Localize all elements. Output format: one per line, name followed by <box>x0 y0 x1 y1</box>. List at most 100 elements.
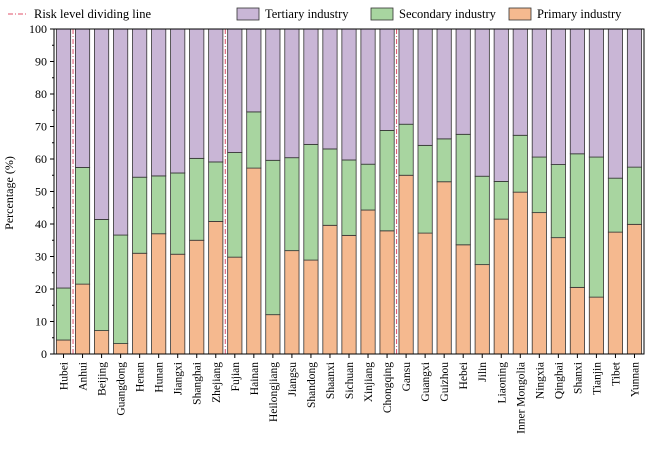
bar-hunan-secondary-industry <box>151 175 167 235</box>
bar-heilongjiang-tertiary-industry <box>265 28 281 161</box>
bar-beijing-primary-industry <box>94 330 110 355</box>
bar-hebei-secondary-industry <box>455 133 471 246</box>
bar-qinghai-secondary-industry <box>550 164 566 239</box>
bar-inner-mongolia-primary-industry <box>512 191 528 355</box>
y-tick-label: 90 <box>35 55 47 69</box>
x-label-shanxi: Shanxi <box>572 362 584 394</box>
bar-shanxi-secondary-industry <box>569 153 585 288</box>
bar-xinjiang-primary-industry <box>360 209 376 355</box>
bar-guangxi-primary-industry <box>417 232 433 355</box>
bar-sichuan-primary-industry <box>341 234 357 355</box>
y-tick-label: 40 <box>35 217 47 231</box>
bar-shaanxi-tertiary-industry <box>322 28 338 150</box>
x-label-guizhou: Guizhou <box>439 362 451 402</box>
bar-yunnan-secondary-industry <box>626 166 643 225</box>
bar-guizhou-primary-industry <box>436 181 452 355</box>
bar-jiangxi-tertiary-industry <box>170 28 186 174</box>
bar-hainan-secondary-industry <box>246 111 262 169</box>
bar-tianjin-secondary-industry <box>588 156 604 298</box>
bar-shanghai-primary-industry <box>189 239 205 355</box>
x-label-guangxi: Guangxi <box>420 362 432 402</box>
bar-fujian-secondary-industry <box>227 152 243 258</box>
bar-ningxia-secondary-industry <box>531 156 547 214</box>
bar-shandong-secondary-industry <box>303 143 319 261</box>
bar-heilongjiang-primary-industry <box>265 314 281 355</box>
bar-inner-mongolia-tertiary-industry <box>512 28 528 136</box>
y-tick-label: 10 <box>35 315 47 329</box>
legend-label: Tertiary industry <box>265 7 349 21</box>
bar-guangdong-primary-industry <box>113 343 129 355</box>
x-label-sichuan: Sichuan <box>344 362 356 399</box>
legend-swatch <box>508 7 532 21</box>
legend-item-risk-level-dividing-line: Risk level dividing line <box>8 7 151 21</box>
x-label-shandong: Shandong <box>306 362 318 408</box>
bar-hainan-primary-industry <box>246 167 262 355</box>
bar-hebei-tertiary-industry <box>455 28 471 135</box>
legend-item-secondary-industry: Secondary industry <box>370 7 497 21</box>
divider-lines-layer <box>72 29 398 354</box>
bar-guizhou-secondary-industry <box>436 138 452 183</box>
bar-jilin-tertiary-industry <box>474 28 490 177</box>
bar-liaoning-tertiary-industry <box>493 28 509 182</box>
bar-shaanxi-primary-industry <box>322 224 338 355</box>
x-label-henan: Henan <box>135 362 147 392</box>
bar-beijing-tertiary-industry <box>94 28 110 220</box>
bar-shandong-tertiary-industry <box>303 28 319 145</box>
bar-chongqing-secondary-industry <box>379 129 395 232</box>
legend-label: Secondary industry <box>399 7 497 21</box>
bar-henan-primary-industry <box>132 252 148 355</box>
bar-sichuan-tertiary-industry <box>341 28 357 161</box>
bar-gansu-secondary-industry <box>398 123 414 176</box>
bar-xinjiang-tertiary-industry <box>360 28 376 165</box>
bar-hunan-primary-industry <box>151 233 167 355</box>
bar-hunan-tertiary-industry <box>151 28 167 177</box>
legend-item-primary-industry: Primary industry <box>508 7 622 21</box>
bar-chongqing-primary-industry <box>379 230 395 355</box>
bar-qinghai-tertiary-industry <box>550 28 566 165</box>
bar-fujian-tertiary-industry <box>227 28 243 153</box>
y-tick-label: 50 <box>35 185 47 199</box>
bar-hainan-tertiary-industry <box>246 28 262 113</box>
x-label-shanghai: Shanghai <box>192 362 204 405</box>
x-category-labels: Hubei Anhui Beijing Guangdong Henan Hunan Jian… <box>59 361 642 434</box>
y-tick-label: 60 <box>35 152 47 166</box>
bar-shanxi-primary-industry <box>569 286 585 355</box>
bar-hubei-tertiary-industry <box>55 28 72 289</box>
y-tick-label: 70 <box>35 120 47 134</box>
x-label-fujian: Fujian <box>230 362 242 392</box>
x-label-tianjin: Tianjin <box>591 362 603 395</box>
bar-jilin-secondary-industry <box>474 175 490 266</box>
x-label-hubei: Hubei <box>59 362 71 390</box>
bar-beijing-secondary-industry <box>94 219 110 331</box>
x-label-jilin: Jilin <box>477 362 489 382</box>
x-label-guangdong: Guangdong <box>116 362 128 416</box>
bar-yunnan-primary-industry <box>626 223 643 355</box>
bar-shandong-primary-industry <box>303 259 319 355</box>
bar-inner-mongolia-secondary-industry <box>512 134 528 193</box>
x-label-beijing: Beijing <box>97 362 109 396</box>
y-tick-label: 30 <box>35 250 47 264</box>
x-label-jiangsu: Jiangsu <box>287 362 299 397</box>
bar-guangdong-tertiary-industry <box>113 28 129 236</box>
legend-swatch <box>370 7 394 21</box>
y-tick-label: 20 <box>35 282 47 296</box>
x-label-tibet: Tibet <box>610 361 622 386</box>
bar-chongqing-tertiary-industry <box>379 28 395 131</box>
x-label-anhui: Anhui <box>78 362 90 391</box>
legend-label: Risk level dividing line <box>34 7 151 21</box>
bar-jilin-primary-industry <box>474 264 490 355</box>
bar-tianjin-primary-industry <box>588 296 604 355</box>
bar-liaoning-secondary-industry <box>493 181 509 220</box>
bar-ningxia-tertiary-industry <box>531 28 547 158</box>
bar-ningxia-primary-industry <box>531 212 547 355</box>
bar-shanghai-tertiary-industry <box>189 28 205 159</box>
x-label-chongqing: Chongqing <box>382 362 394 413</box>
bar-gansu-primary-industry <box>398 174 414 355</box>
bar-tibet-tertiary-industry <box>607 28 623 179</box>
bar-jiangxi-primary-industry <box>170 253 186 355</box>
bar-jiangsu-primary-industry <box>284 250 300 355</box>
bar-anhui-primary-industry <box>75 283 91 355</box>
bar-shaanxi-secondary-industry <box>322 148 338 226</box>
bar-zhejiang-secondary-industry <box>208 161 224 222</box>
